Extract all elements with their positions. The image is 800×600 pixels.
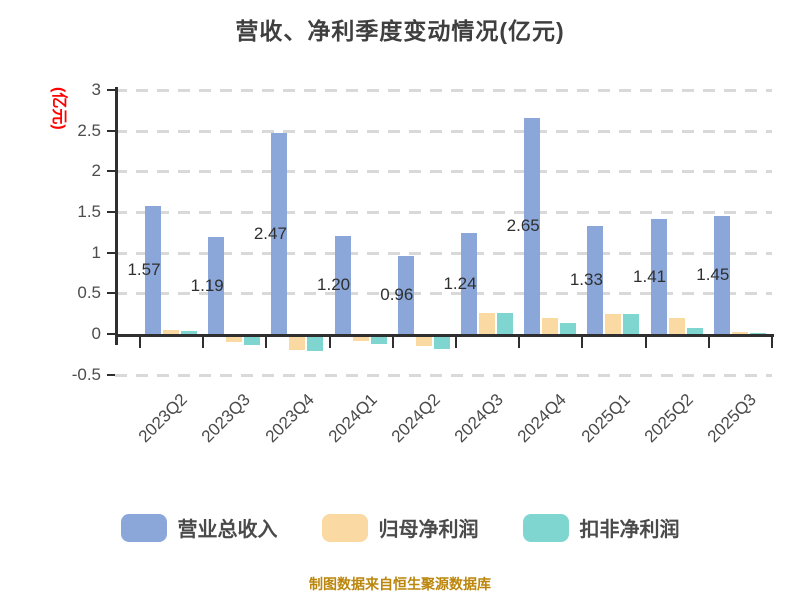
y-axis-tick xyxy=(107,89,115,91)
chart-title: 营收、净利季度变动情况(亿元) xyxy=(235,18,565,44)
y-axis-tick xyxy=(107,373,115,376)
bar-归母净利润-2025Q1 xyxy=(605,313,622,334)
bar-扣非净利润-2023Q3 xyxy=(244,337,261,346)
bar-扣非净利润-2023Q2 xyxy=(181,330,197,334)
net-profit-swatch-icon xyxy=(321,513,368,542)
bar-营业总收入-2023Q3 xyxy=(208,237,225,334)
y-axis-line xyxy=(115,87,118,345)
y-axis-tick xyxy=(107,251,115,254)
x-axis-tick xyxy=(139,337,141,348)
x-axis-label: 2023Q3 xyxy=(198,390,255,447)
x-axis-tick xyxy=(455,337,457,348)
y-axis-label: 1 xyxy=(91,242,101,262)
y-axis-label: 0.5 xyxy=(77,283,101,303)
data-source-note: 制图数据来自恒生聚源数据库 xyxy=(309,576,491,592)
x-axis-line xyxy=(115,334,774,337)
x-axis-tick xyxy=(644,337,647,348)
bar-扣非净利润-2024Q1 xyxy=(370,337,387,345)
legend: 营业总收入 归母净利润 扣非净利润 xyxy=(0,513,800,542)
bar-归母净利润-2024Q3 xyxy=(479,312,495,334)
bar-value-label: 2.47 xyxy=(253,223,287,243)
x-axis-label: 2024Q4 xyxy=(514,390,571,447)
y-axis-label: 0 xyxy=(91,324,101,343)
bar-扣非净利润-2025Q2 xyxy=(686,328,703,334)
non-recurring-swatch-icon xyxy=(522,513,569,542)
bar-归母净利润-2024Q2 xyxy=(415,337,432,346)
bar-归母净利润-2023Q4 xyxy=(289,337,306,350)
bar-营业总收入-2025Q3 xyxy=(713,216,730,334)
x-axis-label: 2023Q4 xyxy=(261,390,318,447)
bar-value-label: 1.45 xyxy=(696,265,730,285)
x-axis-tick xyxy=(771,337,773,348)
bar-归母净利润-2023Q2 xyxy=(163,329,179,334)
x-axis-label: 2024Q1 xyxy=(324,390,381,447)
x-axis-tick xyxy=(518,337,521,348)
gridline xyxy=(115,211,772,214)
x-axis-tick xyxy=(391,337,394,348)
legend-item-revenue: 营业总收入 xyxy=(120,513,278,542)
bar-归母净利润-2024Q1 xyxy=(352,337,369,342)
bar-value-label: 1.57 xyxy=(127,260,161,280)
legend-label: 归母净利润 xyxy=(378,519,479,541)
bar-营业总收入-2024Q2 xyxy=(397,255,414,334)
bar-营业总收入-2025Q1 xyxy=(587,225,604,334)
legend-item-net-profit: 归母净利润 xyxy=(321,513,479,542)
x-axis-label: 2024Q2 xyxy=(387,390,444,447)
legend-label: 营业总收入 xyxy=(177,519,278,541)
revenue-swatch-icon xyxy=(120,513,167,542)
x-axis-tick xyxy=(328,337,331,348)
y-axis-tick xyxy=(107,211,115,213)
x-axis-label: 2025Q2 xyxy=(640,390,697,447)
bar-value-label: 1.20 xyxy=(317,275,351,295)
gridline xyxy=(115,129,772,133)
bar-value-label: 0.96 xyxy=(380,284,414,304)
bar-营业总收入-2023Q4 xyxy=(271,133,288,334)
bar-归母净利润-2025Q3 xyxy=(731,332,748,334)
x-axis-label: 2025Q1 xyxy=(577,390,634,447)
bar-归母净利润-2024Q4 xyxy=(542,317,559,334)
y-axis-label: 1.5 xyxy=(77,202,101,221)
y-axis-label: 2.5 xyxy=(77,120,101,140)
gridline xyxy=(115,251,772,255)
gridline xyxy=(115,170,772,174)
x-axis-tick xyxy=(202,337,205,348)
y-axis-label: 2 xyxy=(91,161,101,181)
y-axis-label: 3 xyxy=(91,80,101,99)
bar-营业总收入-2023Q2 xyxy=(145,206,161,334)
x-axis-tick xyxy=(707,337,710,348)
bar-归母净利润-2023Q3 xyxy=(226,337,243,342)
x-axis-tick xyxy=(581,337,584,348)
gridline xyxy=(115,292,772,296)
bar-营业总收入-2024Q1 xyxy=(334,236,351,334)
bar-value-label: 1.33 xyxy=(569,269,603,289)
x-axis-label: 2025Q3 xyxy=(703,390,760,447)
bar-营业总收入-2024Q3 xyxy=(461,233,477,334)
y-axis-tick xyxy=(107,333,115,335)
bar-营业总收入-2025Q2 xyxy=(650,219,667,334)
legend-item-non-recurring-profit: 扣非净利润 xyxy=(522,513,680,542)
bar-value-label: 1.24 xyxy=(443,273,477,293)
gridline xyxy=(115,89,772,92)
bar-扣非净利润-2025Q1 xyxy=(623,314,640,334)
bar-value-label: 1.41 xyxy=(633,266,667,286)
x-axis-label: 2023Q2 xyxy=(134,390,192,447)
y-axis-label: -0.5 xyxy=(71,364,101,384)
y-axis-tick xyxy=(107,170,115,173)
bar-value-label: 2.65 xyxy=(506,216,540,236)
y-axis-tick xyxy=(107,292,115,295)
x-axis-label: 2024Q3 xyxy=(450,390,508,447)
legend-label: 扣非净利润 xyxy=(579,519,680,541)
bar-扣非净利润-2025Q3 xyxy=(749,333,766,334)
bar-营业总收入-2024Q4 xyxy=(524,118,541,334)
bar-value-label: 1.19 xyxy=(190,275,224,295)
x-axis-tick xyxy=(265,337,268,348)
bar-扣非净利润-2024Q3 xyxy=(497,312,513,334)
bar-归母净利润-2025Q2 xyxy=(668,317,685,334)
y-axis-tick xyxy=(107,129,115,132)
bar-扣非净利润-2023Q4 xyxy=(307,337,324,351)
bar-扣非净利润-2024Q4 xyxy=(560,322,577,334)
bar-扣非净利润-2024Q2 xyxy=(433,337,450,350)
gridline xyxy=(115,373,772,377)
